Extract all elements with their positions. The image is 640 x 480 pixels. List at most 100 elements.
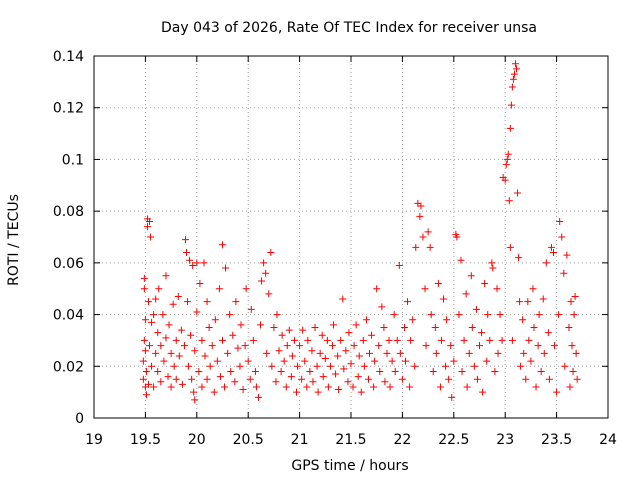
- chart-title: Day 043 of 2026, Rate Of TEC Index for r…: [161, 20, 537, 36]
- data-point: [473, 375, 481, 383]
- data-point: [174, 292, 182, 300]
- data-point: [263, 349, 271, 357]
- x-tick-label: 23: [496, 432, 514, 448]
- data-point: [567, 298, 575, 306]
- data-point: [265, 290, 273, 298]
- data-point: [144, 380, 152, 388]
- data-point: [185, 362, 193, 370]
- data-point: [196, 280, 204, 288]
- data-point: [385, 336, 393, 344]
- data-point: [198, 336, 206, 344]
- data-point: [162, 272, 170, 280]
- data-point: [498, 336, 506, 344]
- data-point: [476, 342, 483, 350]
- data-point: [542, 259, 550, 267]
- data-point: [465, 349, 473, 357]
- data-point: [520, 349, 528, 357]
- data-point: [219, 241, 226, 249]
- data-point: [534, 342, 542, 350]
- data-point: [316, 349, 324, 357]
- data-point: [450, 357, 458, 365]
- data-point: [483, 357, 491, 365]
- data-point: [432, 349, 440, 357]
- data-point: [426, 243, 434, 251]
- data-point: [386, 383, 394, 391]
- y-tick-label: 0.12: [53, 101, 84, 117]
- data-point: [273, 311, 281, 319]
- y-tick-label: 0.04: [53, 308, 84, 324]
- data-point: [434, 280, 442, 288]
- y-tick-label: 0.14: [53, 49, 84, 65]
- data-point: [219, 336, 226, 344]
- data-point: [288, 352, 296, 360]
- data-point: [470, 362, 478, 370]
- data-point: [299, 326, 307, 334]
- data-point: [424, 228, 432, 236]
- data-point: [143, 223, 151, 231]
- data-point: [330, 321, 338, 329]
- data-point: [191, 347, 199, 355]
- data-point: [287, 373, 295, 381]
- data-point: [154, 329, 162, 337]
- data-point: [381, 378, 389, 386]
- data-point: [335, 386, 343, 394]
- data-point: [270, 324, 278, 331]
- data-point: [455, 311, 463, 319]
- data-point: [290, 336, 298, 344]
- data-point: [193, 308, 201, 316]
- data-point: [146, 342, 154, 350]
- data-point: [373, 285, 381, 293]
- data-point: [139, 357, 147, 365]
- data-point: [508, 83, 516, 91]
- data-point: [296, 342, 304, 350]
- data-point: [314, 388, 322, 396]
- data-point: [509, 75, 517, 83]
- data-point: [252, 383, 260, 391]
- data-point: [563, 251, 571, 259]
- data-point: [368, 331, 376, 339]
- data-point: [553, 388, 561, 396]
- data-point: [427, 311, 435, 319]
- data-point: [280, 357, 288, 365]
- data-point: [375, 342, 383, 350]
- data-point: [142, 367, 150, 375]
- data-point: [409, 316, 417, 324]
- data-point: [349, 383, 357, 391]
- data-point: [319, 373, 327, 381]
- data-point: [337, 336, 345, 344]
- data-point: [366, 349, 374, 357]
- data-point: [236, 362, 244, 370]
- data-point: [321, 355, 329, 363]
- data-point: [262, 269, 270, 277]
- data-point: [208, 342, 216, 350]
- data-point: [357, 388, 365, 396]
- data-point: [505, 197, 513, 205]
- data-point: [417, 202, 425, 210]
- data-point: [203, 298, 211, 306]
- data-point: [234, 344, 242, 352]
- data-point: [422, 342, 430, 350]
- data-point: [191, 396, 199, 404]
- data-point: [539, 295, 547, 303]
- data-point: [344, 378, 352, 386]
- data-point: [362, 316, 370, 324]
- data-point: [436, 383, 444, 391]
- data-point: [561, 362, 569, 370]
- data-point: [184, 298, 192, 306]
- data-point: [479, 388, 487, 396]
- data-point: [150, 311, 158, 319]
- data-point: [445, 375, 453, 383]
- data-point: [537, 367, 545, 375]
- x-tick-label: 19.5: [130, 432, 161, 448]
- data-point: [254, 393, 262, 401]
- data-point: [545, 375, 553, 383]
- data-point: [213, 357, 221, 365]
- data-point: [237, 321, 245, 329]
- data-point: [139, 375, 147, 383]
- data-point: [395, 261, 403, 269]
- data-point: [215, 285, 223, 293]
- data-point: [226, 311, 234, 319]
- data-point: [162, 334, 170, 342]
- data-point: [355, 352, 363, 360]
